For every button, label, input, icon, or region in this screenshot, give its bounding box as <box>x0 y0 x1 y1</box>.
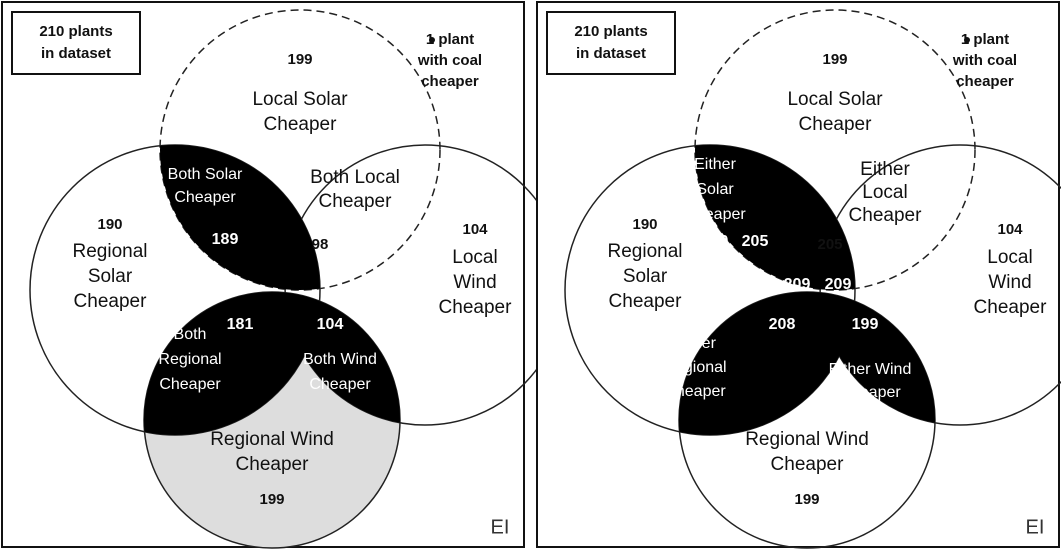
region-text: Local Solar <box>252 89 348 110</box>
region-text: Cheaper <box>799 114 873 135</box>
venn-panel: 210 plants in dataset 1 plant with coal chea… <box>536 1 1061 549</box>
region-text: Local <box>862 182 907 203</box>
dataset-box <box>11 11 141 75</box>
dataset-text: in dataset <box>41 45 111 62</box>
region-text: Cheaper <box>849 205 923 226</box>
overlap-region <box>144 292 320 435</box>
region-text: Regional Wind <box>210 429 334 450</box>
region-text: Wind <box>453 272 496 293</box>
region-text: 205 <box>817 236 842 253</box>
region-text: Cheaper <box>174 189 236 206</box>
region-text: Either <box>860 159 910 180</box>
overlap-region <box>160 145 320 290</box>
region-text: Solar <box>88 266 133 287</box>
note-bullet <box>964 37 970 43</box>
region-text: Cheaper <box>839 384 901 401</box>
dataset-text: in dataset <box>576 45 646 62</box>
region-text: 200 <box>702 233 729 250</box>
dataset-text: 210 plants <box>574 23 647 40</box>
region-text: Cheaper <box>609 291 683 312</box>
overlap-region <box>695 145 855 290</box>
region-text: Cheaper <box>319 191 393 212</box>
region-text: 199 <box>852 316 879 333</box>
region-text: 208 <box>682 313 709 330</box>
dataset-box <box>546 11 676 75</box>
overlap-region <box>285 292 400 425</box>
coal-note: cheaper <box>421 73 479 90</box>
region-text: Cheaper <box>974 297 1048 318</box>
region-text: Regional <box>73 241 148 262</box>
region-text: Cheaper <box>236 454 310 475</box>
region-text: Cheaper <box>264 114 338 135</box>
region-text: Solar <box>696 181 734 198</box>
region-text: 199 <box>259 491 284 508</box>
region-text: 209 <box>784 276 811 293</box>
region-text: 189 <box>212 231 239 248</box>
dataset-text: 210 plants <box>39 23 112 40</box>
region-text: 209 <box>744 276 771 293</box>
region-text: Cheaper <box>664 383 726 400</box>
region-text: Either Wind <box>829 361 912 378</box>
region-text: Solar <box>623 266 668 287</box>
region-text: Regional <box>608 241 683 262</box>
region-text: Either <box>674 335 716 352</box>
region-text: Cheaper <box>684 206 746 223</box>
coal-note: 1 plant <box>961 31 1009 48</box>
region-text: Cheaper <box>159 376 221 393</box>
region-text: 104 <box>462 221 488 238</box>
logo: EI <box>491 516 510 538</box>
region-text: 98 <box>312 236 329 253</box>
region-text: Both Local <box>310 167 400 188</box>
region-text: Local <box>452 247 497 268</box>
region-text: 209 <box>825 276 852 293</box>
region-text: 205 <box>742 233 769 250</box>
circle-top <box>159 9 441 291</box>
region-text: Cheaper <box>771 454 845 475</box>
coal-note: cheaper <box>956 73 1014 90</box>
region-text: Local <box>987 247 1032 268</box>
region-text: Wind <box>988 272 1031 293</box>
region-text: Regional Wind <box>745 429 869 450</box>
region-text: 199 <box>794 491 819 508</box>
note-bullet <box>429 37 435 43</box>
region-text: 104 <box>997 221 1023 238</box>
region-text: 199 <box>822 51 847 68</box>
overlap-region <box>679 292 855 435</box>
region-text: Both Solar <box>168 166 243 183</box>
region-text: 181 <box>227 316 254 333</box>
region-text: 104 <box>317 316 344 333</box>
venn-panel: 210 plants in dataset 1 plant with coal chea… <box>1 1 566 549</box>
region-text: Both Wind <box>303 351 377 368</box>
region-text: 199 <box>287 51 312 68</box>
overlap-region <box>820 292 935 425</box>
region-text: Cheaper <box>309 376 371 393</box>
region-text: 208 <box>769 316 796 333</box>
coal-note: 1 plant <box>426 31 474 48</box>
region-text: Either <box>694 156 736 173</box>
region-text: Regional <box>158 351 221 368</box>
region-text: Cheaper <box>439 297 513 318</box>
coal-note: with coal <box>417 52 482 69</box>
region-text: Regional <box>663 359 726 376</box>
region-text: Local Solar <box>787 89 883 110</box>
region-text: 190 <box>97 216 122 233</box>
region-text: 190 <box>632 216 657 233</box>
region-text: Cheaper <box>74 291 148 312</box>
region-text: Both <box>174 326 207 343</box>
logo: EI <box>1026 516 1045 538</box>
circle-top <box>694 9 976 291</box>
coal-note: with coal <box>952 52 1017 69</box>
